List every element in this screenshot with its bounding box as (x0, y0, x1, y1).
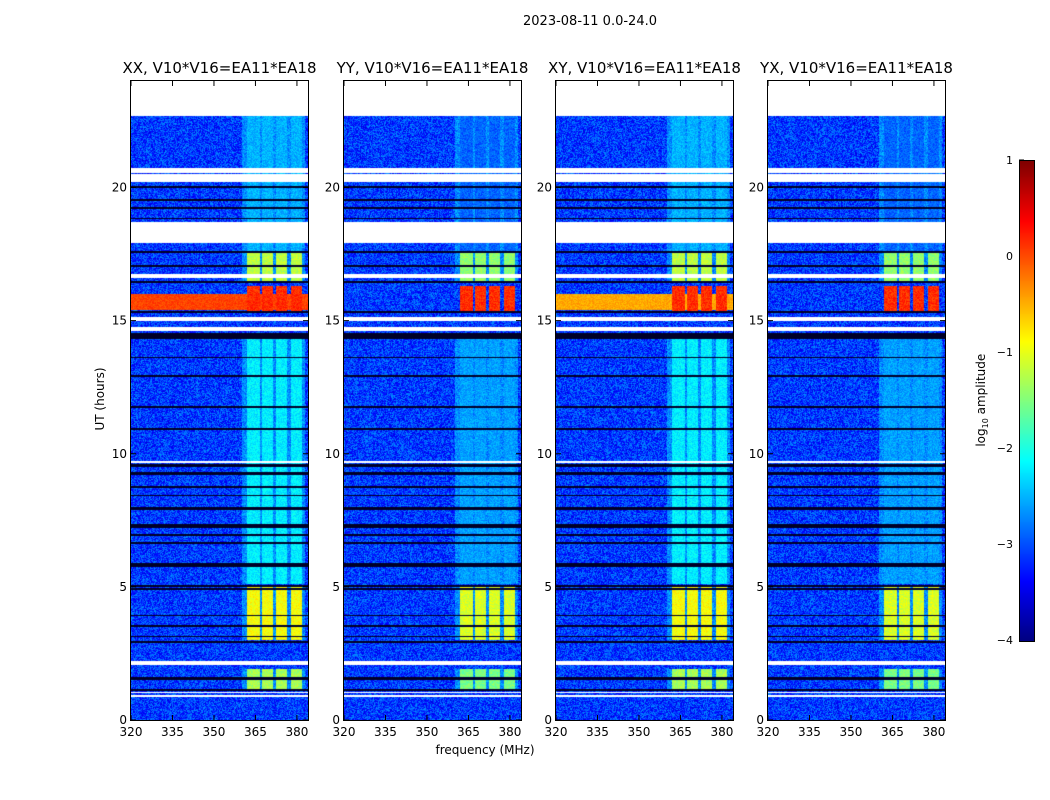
x-tick-label: 380 (922, 725, 945, 739)
y-tick-label: 0 (756, 713, 764, 727)
y-axis-label: UT (hours) (93, 367, 107, 431)
x-tick-label: 320 (757, 725, 780, 739)
colorbar-tick-label: −1 (997, 346, 1013, 359)
x-tick-label: 365 (669, 725, 692, 739)
y-tick-label: 10 (112, 447, 127, 461)
x-tick-label: 335 (798, 725, 821, 739)
x-tick-label: 320 (545, 725, 568, 739)
x-tick-label: 350 (840, 725, 863, 739)
y-tick-label: 0 (332, 713, 340, 727)
panel-title: YY, V10*V16=EA11*EA18 (336, 59, 529, 77)
y-tick-label: 10 (749, 447, 764, 461)
y-tick-label: 20 (537, 181, 552, 195)
x-tick-label: 380 (710, 725, 733, 739)
x-tick-label: 365 (881, 725, 904, 739)
x-tick-label: 380 (285, 725, 308, 739)
x-tick-label: 350 (628, 725, 651, 739)
panel-title: XY, V10*V16=EA11*EA18 (548, 59, 741, 77)
x-tick-label: 380 (498, 725, 521, 739)
y-tick-label: 0 (544, 713, 552, 727)
x-tick-label: 335 (374, 725, 397, 739)
colorbar-tick-label: 0 (1006, 250, 1013, 263)
x-tick-label: 320 (120, 725, 143, 739)
y-tick-label: 15 (112, 314, 127, 328)
colorbar-tick-label: 1 (1006, 154, 1013, 167)
x-axis-label: frequency (MHz) (435, 743, 535, 757)
y-tick-label: 10 (325, 447, 340, 461)
colorbar-tick-label: −2 (997, 442, 1013, 455)
y-tick-label: 15 (537, 314, 552, 328)
y-tick-label: 5 (119, 580, 127, 594)
y-tick-label: 5 (544, 580, 552, 594)
heatmap-panel (767, 80, 946, 721)
y-tick-label: 15 (325, 314, 340, 328)
heatmap-panel (343, 80, 522, 721)
colorbar (1019, 160, 1035, 642)
y-tick-label: 20 (112, 181, 127, 195)
x-tick-label: 320 (333, 725, 356, 739)
figure-title: 2023-08-11 0.0-24.0 (523, 14, 657, 29)
heatmap-panel (130, 80, 309, 721)
panel-title: YX, V10*V16=EA11*EA18 (760, 59, 953, 77)
y-tick-label: 20 (325, 181, 340, 195)
x-tick-label: 365 (457, 725, 480, 739)
colorbar-tick-label: −4 (997, 634, 1013, 647)
x-tick-label: 365 (244, 725, 267, 739)
x-tick-label: 350 (203, 725, 226, 739)
y-tick-label: 5 (756, 580, 764, 594)
y-tick-label: 15 (749, 314, 764, 328)
x-tick-label: 335 (161, 725, 184, 739)
colorbar-label: log10 amplitude (973, 353, 991, 447)
x-tick-label: 350 (416, 725, 439, 739)
x-tick-label: 335 (586, 725, 609, 739)
y-tick-label: 5 (332, 580, 340, 594)
colorbar-tick-label: −3 (997, 538, 1013, 551)
y-tick-label: 20 (749, 181, 764, 195)
y-tick-label: 10 (537, 447, 552, 461)
panel-title: XX, V10*V16=EA11*EA18 (122, 59, 317, 77)
y-tick-label: 0 (119, 713, 127, 727)
heatmap-panel (555, 80, 734, 721)
